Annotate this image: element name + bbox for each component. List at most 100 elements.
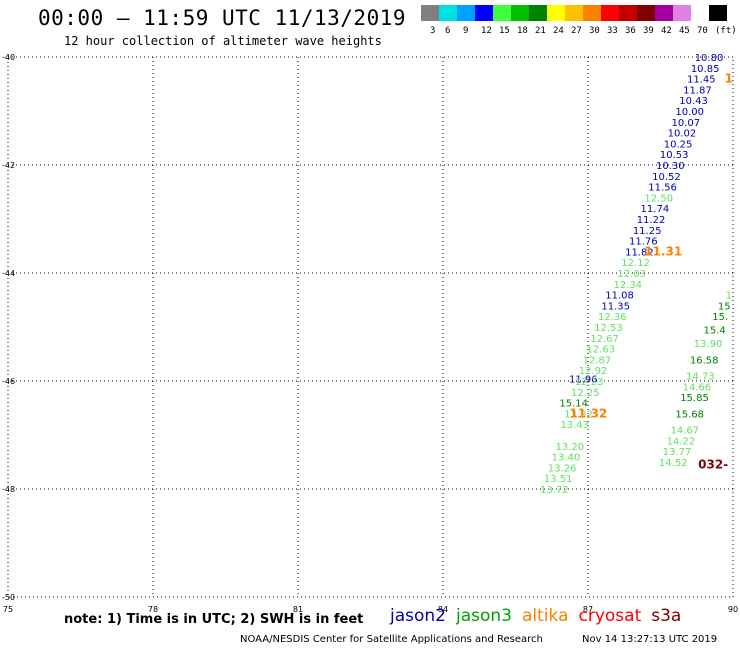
data-label-jason2: 11.74: [641, 204, 670, 215]
data-label-jason3: 15: [718, 301, 731, 312]
data-label-jason2: 10.07: [671, 118, 700, 129]
data-label-jason3: 14.67: [671, 426, 700, 437]
color-scale-label: 36: [625, 26, 636, 36]
data-label-jason3: 14.73: [686, 372, 715, 383]
data-label-jason3: 13.43: [560, 420, 589, 431]
chart-subtitle: 12 hour collection of altimeter wave hei…: [64, 34, 382, 48]
color-swatch: [601, 5, 619, 21]
legend-jason3: jason3: [456, 606, 512, 626]
data-label-jason3: 12.53: [594, 323, 623, 334]
x-tick-label: 84: [438, 605, 448, 614]
color-swatch: [565, 5, 583, 21]
data-label-jason3: 12.23: [575, 377, 604, 388]
color-swatch: [691, 5, 709, 21]
data-label-jason3: 12.03: [617, 269, 646, 280]
color-swatch: [547, 5, 565, 21]
data-label-jason3: 13.90: [694, 339, 723, 350]
data-label-altika: 1: [725, 72, 733, 86]
data-label-jason3: 1: [726, 291, 732, 302]
data-label-jason2: 10.53: [660, 150, 689, 161]
data-label-jason2: 10.80: [695, 53, 724, 64]
data-label-jason2: 11.08: [605, 291, 634, 302]
data-label-jason3: 15.85: [680, 393, 709, 404]
color-scale-label: (ft): [715, 26, 737, 36]
y-tick-label: -42: [2, 161, 15, 170]
data-label-jason2: 11.56: [648, 183, 677, 194]
x-tick-label: 75: [3, 605, 13, 614]
credit-text: NOAA/NESDIS Center for Satellite Applica…: [240, 634, 543, 645]
data-label-altika: 11.31: [644, 244, 682, 258]
y-tick-label: -44: [2, 269, 15, 278]
data-label-jason3: 13.51: [544, 474, 573, 485]
data-label-jason2: 11.82: [625, 247, 654, 258]
data-label-jason3: 12.50: [644, 193, 673, 204]
footnote: note: 1) Time is in UTC; 2) SWH is in fe…: [64, 612, 364, 627]
data-label-jason3: 12.67: [590, 334, 619, 345]
color-scale-label: 42: [661, 26, 672, 36]
data-label-jason3: 12.63: [586, 345, 615, 356]
color-swatch: [529, 5, 547, 21]
color-swatch: [493, 5, 511, 21]
data-label-jason2: 11.25: [633, 226, 662, 237]
data-label-jason3: 15.: [712, 312, 728, 323]
data-label-jason2: 10.85: [691, 64, 720, 75]
color-swatch: [673, 5, 691, 21]
data-label-jason2: 11.22: [637, 215, 666, 226]
data-label-jason3: 13.77: [663, 447, 692, 458]
color-swatch: [511, 5, 529, 21]
color-scale-label: 15: [499, 26, 510, 36]
color-swatch: [619, 5, 637, 21]
color-scale-label: 30: [589, 26, 600, 36]
color-scale-label: 21: [535, 26, 546, 36]
data-label-altika: 11.32: [569, 406, 607, 420]
data-label-jason3: 12.34: [613, 280, 642, 291]
legend-altika: altika: [522, 606, 569, 626]
data-label-jason3: 15.68: [675, 409, 704, 420]
data-label-jason2: 11.96: [569, 374, 598, 385]
x-tick-label: 87: [583, 605, 593, 614]
data-label-jason2: 10.00: [675, 107, 704, 118]
data-label-jason3: 14.22: [667, 436, 696, 447]
chart-title: 00:00 – 11:59 UTC 11/13/2019: [38, 6, 407, 30]
timestamp-text: Nov 14 13:27:13 UTC 2019: [582, 634, 718, 645]
data-label-jason3: 15.4: [703, 326, 725, 337]
color-swatch: [457, 5, 475, 21]
color-swatch: [439, 5, 457, 21]
plot-frame: [7, 56, 734, 598]
color-scale-label: 12: [481, 26, 492, 36]
data-label-jason3: 14.52: [659, 458, 688, 469]
y-tick-label: -48: [2, 485, 15, 494]
data-label-jason3: 16.58: [690, 355, 719, 366]
legend-s3a: s3a: [651, 606, 682, 626]
y-tick-label: -50: [2, 593, 15, 602]
data-label-jason3: 13.26: [548, 463, 577, 474]
color-scale-label: 70: [697, 26, 708, 36]
data-label-jason2: 11.76: [629, 237, 658, 248]
data-label-jason2: 10.52: [652, 172, 681, 183]
data-label-jason3: 12.25: [571, 388, 600, 399]
color-scale-label: 27: [571, 26, 582, 36]
y-tick-label: -40: [2, 53, 15, 62]
color-scale-label: 18: [517, 26, 528, 36]
color-swatch: [475, 5, 493, 21]
data-label-jason3: 13.20: [555, 442, 584, 453]
data-label-jason3: 13.40: [552, 453, 581, 464]
data-label-jason2: 10.25: [664, 139, 693, 150]
data-label-jason2: 11.87: [683, 85, 712, 96]
data-label-jason3: 12.87: [583, 355, 612, 366]
data-label-jason2: 10.02: [668, 129, 697, 140]
data-label-jason3: 13.32: [564, 409, 593, 420]
data-label-jason2: 11.45: [687, 75, 716, 86]
satellite-legend: jason2 jason3 altika cryosat s3a: [390, 606, 691, 626]
color-scale-label: 39: [643, 26, 654, 36]
data-label-jason3: 12.36: [598, 312, 627, 323]
color-scale-label: 45: [679, 26, 690, 36]
data-label-jason2: 10.30: [656, 161, 685, 172]
color-swatch: [583, 5, 601, 21]
data-label-jason3: 15.14: [559, 399, 588, 410]
legend-jason2: jason2: [390, 606, 446, 626]
data-label-jason3: 12.92: [579, 366, 608, 377]
color-scale-label: 6: [445, 26, 451, 36]
legend-cryosat: cryosat: [578, 606, 642, 626]
color-swatch: [421, 5, 439, 21]
